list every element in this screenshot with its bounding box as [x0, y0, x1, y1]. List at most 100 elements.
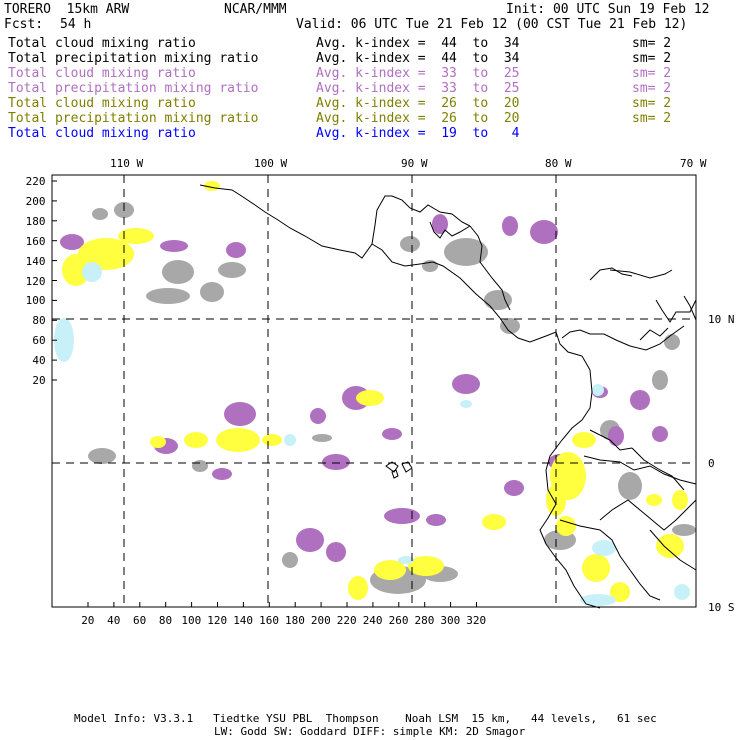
lon-label-70w: 70 W — [680, 157, 707, 170]
yellow-fill-area — [348, 576, 368, 600]
legend-kindex-1: Avg. k-index = 44 to 34 — [316, 51, 520, 66]
legend-field-3: Total precipitation mixing ratio — [8, 81, 259, 96]
model-title: TORERO 15km ARW — [4, 2, 130, 17]
axis-ticks — [52, 180, 477, 607]
y-tick-80: 80 — [32, 314, 46, 328]
gray-fill-area — [444, 238, 488, 266]
purple-fill-area — [530, 220, 558, 244]
x-tick-60: 60 — [133, 614, 147, 627]
legend-smoothing-0: sm= 2 — [632, 36, 672, 51]
yellow-fill-area — [656, 534, 684, 558]
gray-fill-area — [652, 370, 668, 390]
purple-fill-area — [630, 390, 650, 410]
gray-fill-area — [664, 334, 680, 350]
purple-fill-area — [426, 514, 446, 526]
x-tick-20: 20 — [81, 614, 95, 627]
lightblue-fill-area — [82, 262, 102, 282]
purple-fill-area — [322, 454, 350, 470]
purple-fill-area — [504, 480, 524, 496]
legend-field-4: Total cloud mixing ratio — [8, 96, 196, 111]
gray-fill-area — [218, 262, 246, 278]
mixing-ratio-fills — [54, 181, 696, 606]
forecast-hour: 54 h — [60, 17, 92, 32]
purple-fill-area — [384, 508, 420, 524]
purple-fill-area — [608, 426, 624, 446]
legend-field-1: Total precipitation mixing ratio — [8, 51, 259, 66]
x-tick-100: 100 — [181, 614, 202, 627]
lightblue-fill-area — [460, 400, 472, 408]
legend-smoothing-3: sm= 2 — [632, 81, 672, 96]
gray-fill-area — [422, 260, 438, 272]
yellow-fill-area — [482, 514, 506, 530]
x-tick-140: 140 — [233, 614, 254, 627]
yellow-fill-area — [216, 428, 260, 452]
lat-lon-grid — [52, 175, 696, 607]
legend-field-6: Total cloud mixing ratio — [8, 126, 196, 141]
x-tick-180: 180 — [285, 614, 305, 627]
legend-smoothing-4: sm= 2 — [632, 96, 672, 111]
legend-field-2: Total cloud mixing ratio — [8, 66, 196, 81]
legend-kindex-6: Avg. k-index = 19 to 4 — [316, 126, 520, 141]
lat-label-0: 0 — [708, 457, 715, 470]
y-tick-20: 20 — [32, 374, 46, 387]
purple-fill-area — [326, 542, 346, 562]
lon-label-100w: 100 W — [254, 157, 288, 170]
yellow-fill-area — [374, 560, 406, 580]
purple-fill-area — [452, 374, 480, 394]
legend-smoothing-2: sm= 2 — [632, 66, 672, 81]
gray-fill-area — [146, 288, 190, 304]
purple-fill-area — [432, 214, 448, 234]
y-tick-200: 200 — [25, 194, 46, 208]
purple-fill-area — [382, 428, 402, 440]
yellow-fill-area — [150, 436, 166, 448]
yellow-fill-area — [556, 516, 576, 536]
legend-smoothing-5: sm= 2 — [632, 111, 672, 126]
yellow-fill-area — [184, 432, 208, 448]
gray-fill-area — [312, 434, 332, 442]
yellow-fill-area — [610, 582, 630, 602]
x-tick-40: 40 — [107, 614, 121, 627]
x-tick-320: 320 — [466, 614, 487, 627]
lightblue-fill-area — [54, 318, 74, 362]
legend-kindex-4: Avg. k-index = 26 to 20 — [316, 96, 520, 111]
x-tick-300: 300 — [440, 614, 461, 627]
y-tick-40: 40 — [32, 354, 46, 368]
gray-fill-area — [282, 552, 298, 568]
lightblue-fill-area — [674, 584, 690, 600]
y-tick-120: 120 — [25, 274, 46, 288]
lightblue-fill-area — [398, 556, 414, 564]
lat-label-10n: 10 N — [708, 313, 735, 326]
legend-kindex-3: Avg. k-index = 33 to 25 — [316, 81, 520, 96]
gray-fill-area — [162, 260, 194, 284]
purple-fill-area — [652, 426, 668, 442]
purple-fill-area — [310, 408, 326, 424]
x-tick-120: 120 — [207, 614, 228, 627]
gray-fill-area — [618, 472, 642, 500]
purple-fill-area — [226, 242, 246, 258]
yellow-fill-area — [408, 556, 444, 576]
organization-label: NCAR/MMM — [224, 2, 287, 17]
gray-fill-area — [500, 318, 520, 334]
yellow-fill-area — [356, 390, 384, 406]
lon-label-80w: 80 W — [545, 157, 572, 170]
lon-label-90w: 90 W — [401, 157, 428, 170]
lightblue-fill-area — [592, 540, 616, 556]
gray-fill-area — [88, 448, 116, 464]
x-tick-260: 260 — [388, 614, 409, 627]
x-tick-80: 80 — [158, 614, 173, 627]
gray-fill-area — [400, 236, 420, 252]
purple-fill-area — [160, 240, 188, 252]
y-tick-180: 180 — [25, 214, 46, 228]
y-tick-140: 140 — [25, 254, 46, 268]
physics-info: LW: Godd SW: Goddard DIFF: simple KM: 2D… — [214, 725, 526, 738]
gray-fill-area — [484, 290, 512, 310]
lightblue-fill-area — [284, 434, 296, 446]
gray-fill-area — [200, 282, 224, 302]
init-time: Init: 00 UTC Sun 19 Feb 12 — [506, 2, 710, 17]
legend-kindex-2: Avg. k-index = 33 to 25 — [316, 66, 520, 81]
yellow-fill-area — [646, 494, 662, 506]
map-frame — [51, 174, 697, 608]
purple-fill-area — [502, 216, 518, 236]
x-tick-160: 160 — [259, 614, 279, 627]
